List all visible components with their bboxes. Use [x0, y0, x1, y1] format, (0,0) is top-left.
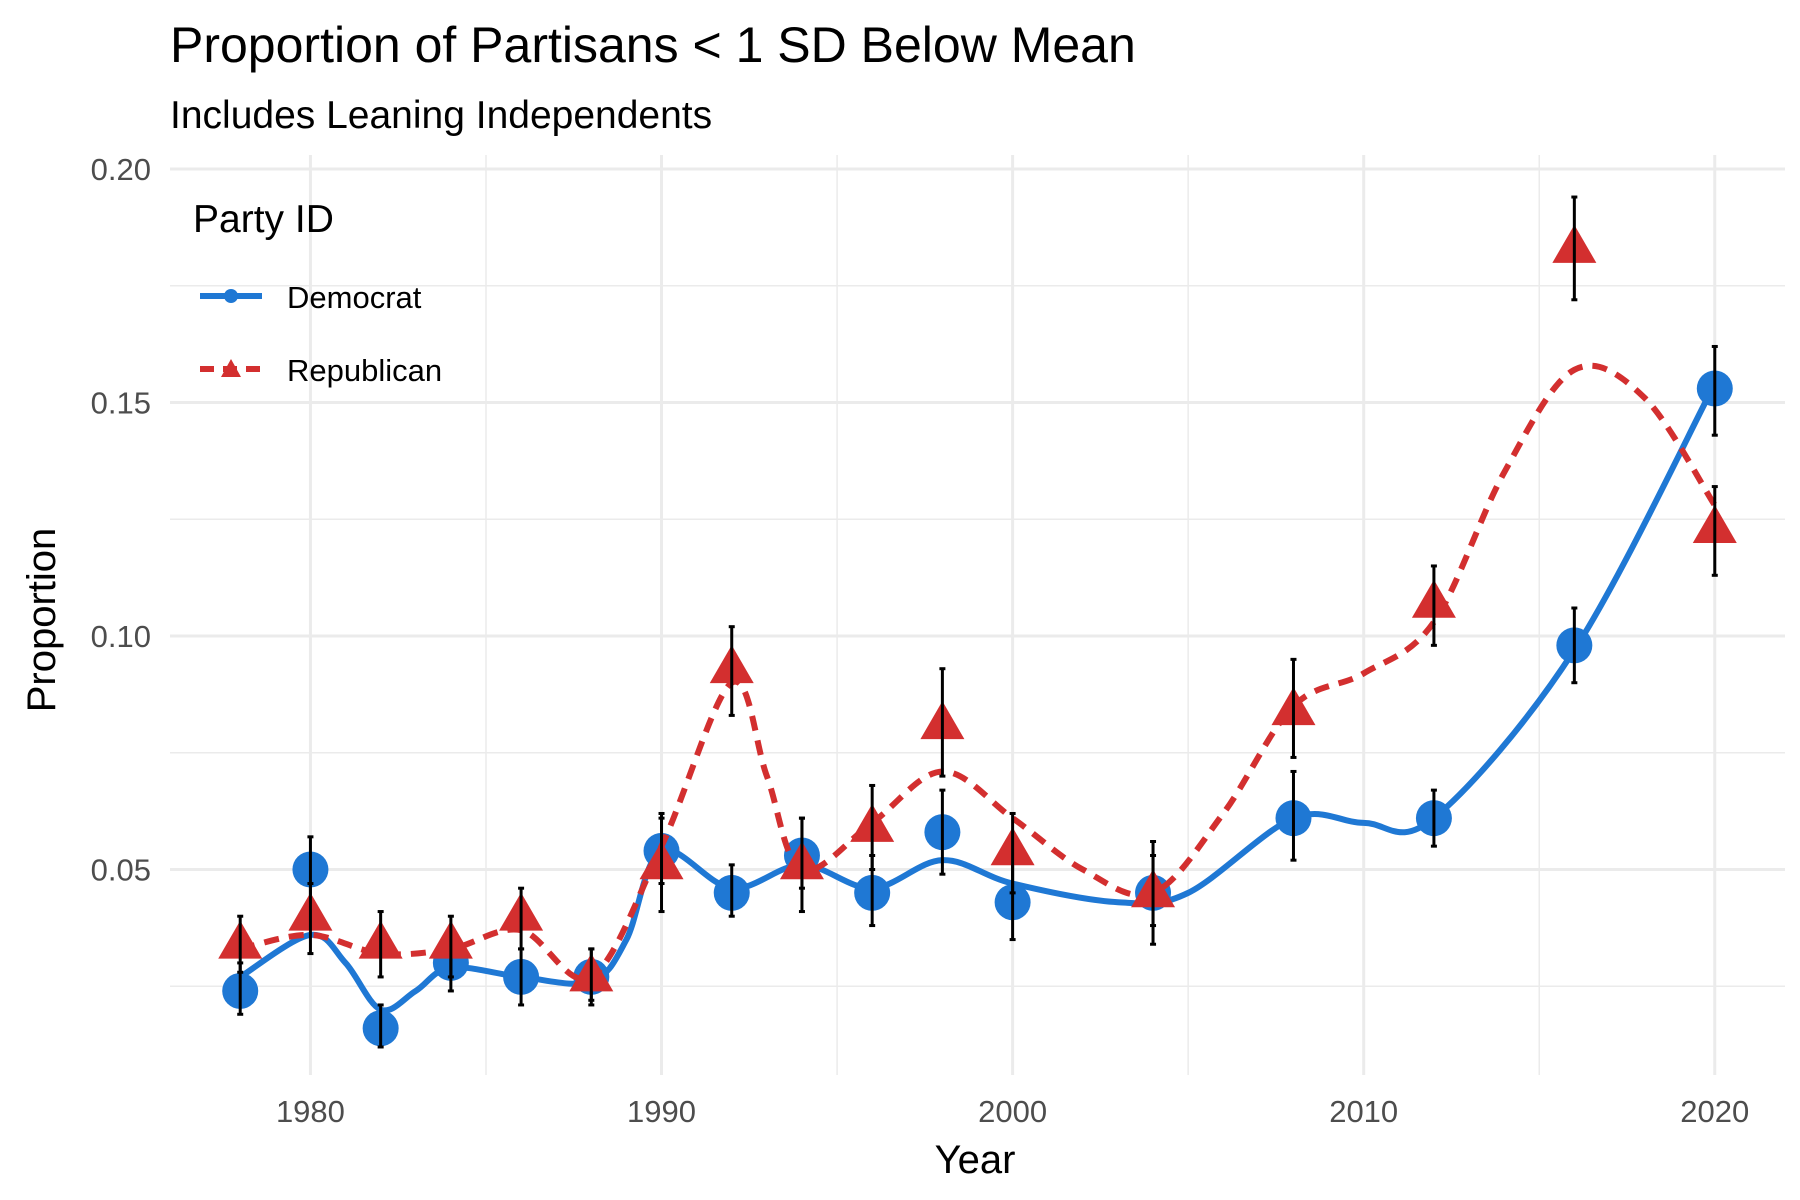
democrat-smooth-line [238, 382, 1718, 1014]
chart-subtitle: Includes Leaning Independents [170, 94, 712, 137]
democrat-error-bar [939, 788, 946, 876]
legend-democrat-label: Democrat [287, 280, 422, 315]
legend-republican-label: Republican [287, 353, 442, 388]
democrat-error-bar [1290, 769, 1297, 862]
republican-error-bar [518, 886, 525, 951]
republican-error-bar [1009, 811, 1016, 895]
republican-error-bar [377, 910, 384, 979]
republican-error-bar [1711, 485, 1718, 577]
y-axis-title: Proportion [20, 528, 64, 713]
republican-error-bar [658, 811, 665, 914]
republican-error-bar [307, 882, 314, 956]
republican-smooth-line [239, 362, 1718, 983]
legend-item-democrat: Democrat [200, 280, 422, 315]
x-tick-label: 2020 [1680, 1094, 1749, 1129]
y-tick-label: 0.20 [91, 152, 151, 187]
democrat-error-bar [1711, 344, 1718, 437]
democrat-error-bar [728, 863, 735, 918]
x-tick-label: 1980 [276, 1094, 345, 1129]
y-tick-label: 0.10 [91, 619, 151, 654]
republican-error-bar [1430, 564, 1437, 647]
democrat-error-bar [377, 1003, 384, 1049]
democrat-error-bar [1571, 606, 1578, 685]
republican-error-bar [1290, 657, 1297, 759]
series-democrat [222, 344, 1733, 1049]
x-axis-title: Year [935, 1138, 1016, 1182]
republican-error-bar [728, 625, 735, 717]
legend-democrat-marker [224, 289, 238, 303]
y-tick-label: 0.05 [91, 853, 151, 888]
republican-error-bar [588, 947, 595, 1007]
x-tick-label: 1990 [627, 1094, 696, 1129]
legend-title: Party ID [193, 198, 334, 241]
democrat-error-bar [1430, 788, 1437, 848]
republican-error-bar [1150, 839, 1157, 946]
republican-error-bar [447, 914, 454, 979]
republican-error-bar [939, 667, 946, 778]
republican-error-bar [1571, 195, 1578, 302]
x-tick-label: 2000 [978, 1094, 1047, 1129]
legend-republican-marker [221, 359, 241, 377]
chart-title: Proportion of Partisans < 1 SD Below Mea… [170, 17, 1136, 73]
republican-error-bar [237, 914, 244, 974]
series-republican [218, 195, 1737, 1007]
x-tick-label: 2010 [1329, 1094, 1398, 1129]
legend: Party ID Democrat Republican [193, 198, 442, 388]
y-tick-label: 0.15 [91, 386, 151, 421]
y-axis-ticks: 0.05 0.10 0.15 0.20 [91, 152, 151, 888]
legend-item-republican: Republican [200, 353, 442, 388]
series-layer [218, 195, 1737, 1049]
x-axis-ticks: 1980 1990 2000 2010 2020 [276, 1094, 1749, 1129]
republican-error-bar [869, 783, 876, 872]
republican-error-bar [798, 816, 805, 914]
